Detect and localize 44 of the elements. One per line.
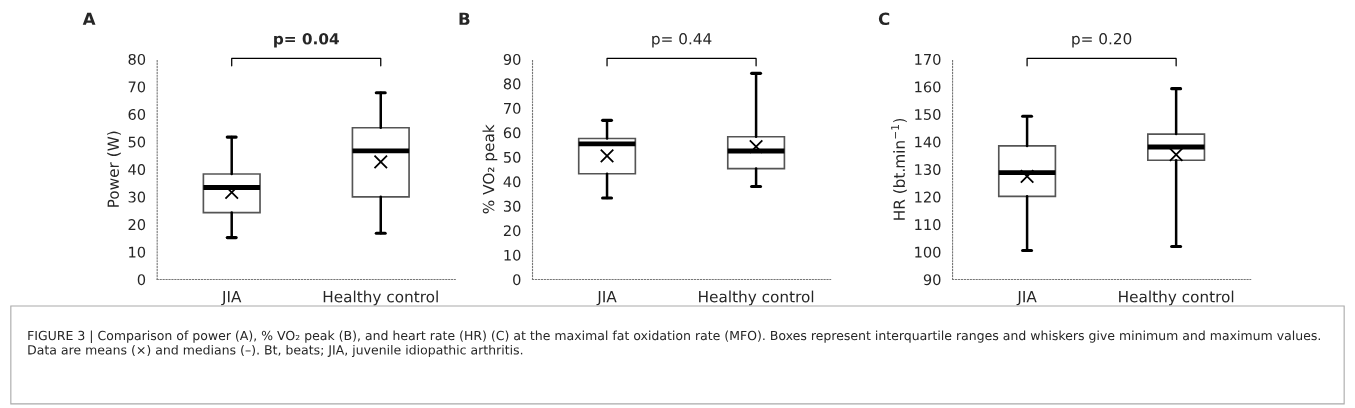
y-tick-label: 0 bbox=[137, 274, 146, 286]
y-tick-label: 150 bbox=[915, 108, 941, 120]
y-tick-label: 0 bbox=[513, 274, 521, 286]
y-tick-label: 70 bbox=[504, 102, 521, 114]
text: p= 0.44 bbox=[652, 32, 712, 48]
x-tick-label: Healthy control bbox=[1119, 290, 1234, 306]
y-tick-label: 110 bbox=[915, 219, 941, 231]
y-tick-label: 60 bbox=[503, 127, 521, 139]
y-tick-label: 40 bbox=[128, 164, 146, 176]
y-tick-label: 80 bbox=[128, 53, 146, 65]
y-tick-label: 170 bbox=[915, 53, 941, 65]
y-tick-label: 90 bbox=[503, 53, 521, 65]
y-tick-label: 30 bbox=[503, 200, 521, 212]
caption: FIGURE 3 | Comparison of power (A), % VO₂ peak (B), and heart rate (HR) (C) at the maximal fat oxidation rate (MFO). Boxes represent interquartile ranges and whiskers give minimum and maximum values. Data are means (×) and medians (–). Bt, beats; JIA, juvenile idiopathic arthritis. bbox=[28, 330, 1320, 357]
chart-title: A bbox=[82, 12, 96, 25]
x-tick-label: JIA bbox=[1016, 291, 1037, 306]
y-axis-title: Power (W) bbox=[107, 131, 121, 207]
y-tick-label: 50 bbox=[503, 151, 521, 163]
text: p= 0.04 bbox=[274, 32, 339, 48]
y-tick-label: 160 bbox=[915, 81, 941, 93]
chart-title: C bbox=[878, 12, 890, 26]
y-tick-label: 20 bbox=[128, 219, 146, 231]
y-tick-label: 130 bbox=[915, 164, 941, 176]
y-tick-label: 80 bbox=[503, 78, 521, 90]
y-tick-label: 140 bbox=[915, 136, 941, 148]
text: p= 0.20 bbox=[1072, 32, 1132, 48]
y-tick-label: 50 bbox=[128, 136, 146, 148]
y-tick-label: 70 bbox=[128, 81, 146, 93]
y-tick-label: 40 bbox=[503, 176, 521, 188]
x-tick-label: Healthy control bbox=[699, 290, 814, 306]
y-axis-title: % VO₂ peak bbox=[482, 124, 498, 214]
y-axis-title: HR (bt.min$^{−1}$) bbox=[891, 118, 907, 220]
y-tick-label: 10 bbox=[129, 246, 146, 258]
x-tick-label: Healthy control bbox=[323, 290, 438, 306]
y-tick-label: 20 bbox=[503, 225, 521, 237]
y-tick-label: 100 bbox=[915, 246, 941, 258]
x-tick-label: JIA bbox=[221, 291, 242, 306]
chart-title: B bbox=[459, 12, 470, 25]
y-tick-label: 90 bbox=[923, 274, 941, 286]
y-tick-label: 60 bbox=[128, 108, 146, 120]
x-tick-label: JIA bbox=[596, 291, 617, 306]
y-tick-label: 10 bbox=[504, 249, 521, 261]
y-tick-label: 120 bbox=[915, 191, 941, 203]
y-tick-label: 30 bbox=[128, 191, 146, 203]
